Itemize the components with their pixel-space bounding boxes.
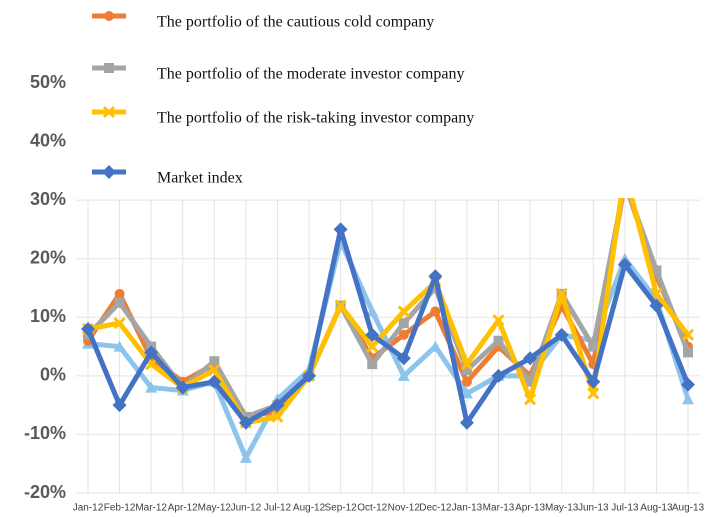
x-tick-label: Aug-12 — [293, 503, 326, 514]
marker — [302, 368, 317, 383]
marker — [523, 351, 538, 366]
x-tick-label: Aug-13 — [672, 503, 705, 514]
x-tick-label: May-12 — [198, 503, 232, 514]
x-tick-label: Jan-12 — [73, 503, 104, 514]
marker — [493, 335, 504, 346]
x-tick-label: Oct-12 — [357, 503, 387, 514]
x-tick-label: Jul-13 — [611, 503, 639, 514]
y-tick-label: 10% — [30, 306, 66, 326]
y-tick-label: 50% — [30, 72, 66, 92]
x-tick-label: Feb-12 — [104, 503, 136, 514]
marker — [365, 327, 380, 342]
marker — [104, 11, 114, 21]
marker — [460, 358, 474, 371]
plot — [81, 166, 695, 463]
legend-label: The portfolio of the cautious cold compa… — [157, 14, 434, 31]
marker — [367, 359, 378, 370]
marker — [398, 318, 409, 329]
y-tick-label: -10% — [24, 423, 66, 443]
marker — [620, 166, 630, 176]
marker — [428, 269, 443, 284]
marker — [102, 165, 116, 179]
marker — [144, 345, 159, 360]
marker — [554, 327, 569, 342]
x-tick-label: Apr-12 — [168, 503, 198, 514]
marker — [366, 340, 379, 353]
marker — [461, 376, 472, 387]
x-tick-label: Apr-13 — [515, 503, 545, 514]
marker — [175, 380, 190, 395]
marker — [651, 265, 662, 276]
x-tick-label: Jan-13 — [452, 503, 483, 514]
y-tick-label: 30% — [30, 189, 66, 209]
x-tick-label: Mar-13 — [483, 503, 515, 514]
marker — [145, 381, 158, 393]
marker — [460, 387, 473, 399]
x-tick-label: May-13 — [545, 503, 579, 514]
marker — [398, 329, 409, 340]
marker — [683, 347, 693, 358]
marker — [682, 393, 694, 405]
axes: -20%-10%0%10%20%30%40%50%Jan-12 Feb-12 Mar… — [24, 72, 705, 514]
marker — [366, 305, 379, 317]
marker — [459, 415, 474, 430]
x-tick-label: Jul-12 — [264, 503, 292, 514]
marker — [209, 356, 220, 367]
x-tick-label: Sep-12 — [325, 503, 358, 514]
marker — [492, 314, 505, 327]
marker — [491, 368, 506, 383]
marker — [681, 377, 695, 392]
marker — [334, 299, 347, 312]
y-tick-label: 0% — [40, 365, 66, 385]
marker — [333, 222, 348, 237]
marker — [397, 369, 410, 381]
marker — [525, 376, 536, 387]
marker — [649, 298, 664, 313]
x-tick-label: Nov-12 — [388, 503, 421, 514]
marker — [461, 365, 472, 375]
x-tick-label: Mar-12 — [135, 503, 167, 514]
x-tick-label: Jun-12 — [231, 503, 262, 514]
marker — [114, 297, 125, 308]
marker — [271, 410, 284, 423]
legend-label: The portfolio of the risk-taking investo… — [157, 110, 474, 127]
marker — [112, 398, 127, 413]
marker — [429, 340, 442, 352]
legend-label: The portfolio of the moderate investor c… — [157, 66, 464, 83]
y-tick-label: 20% — [30, 247, 66, 267]
marker — [104, 63, 114, 73]
marker — [555, 287, 568, 300]
marker — [617, 257, 632, 272]
marker — [397, 305, 410, 318]
marker — [524, 393, 537, 406]
marker — [113, 317, 126, 330]
marker — [620, 178, 630, 188]
marker — [113, 340, 126, 352]
marker — [588, 341, 599, 352]
marker — [587, 387, 600, 400]
marker — [102, 105, 116, 119]
x-tick-label: Aug-13 — [640, 503, 673, 514]
legend: The portfolio of the cautious cold compa… — [92, 11, 474, 187]
marker — [238, 415, 253, 430]
marker — [586, 374, 601, 389]
marker — [207, 374, 222, 389]
marker — [430, 306, 441, 317]
marker — [239, 451, 252, 463]
marker — [81, 322, 95, 336]
y-tick-label: -20% — [24, 482, 66, 502]
x-tick-label: Jun-13 — [578, 503, 609, 514]
marker — [681, 328, 695, 341]
legend-label: Market index — [157, 170, 243, 187]
marker — [270, 398, 285, 413]
y-tick-label: 40% — [30, 130, 66, 150]
marker — [208, 363, 221, 377]
marker — [396, 351, 411, 366]
x-tick-label: Dec-12 — [419, 503, 452, 514]
marker — [620, 178, 630, 188]
marker — [114, 288, 125, 299]
